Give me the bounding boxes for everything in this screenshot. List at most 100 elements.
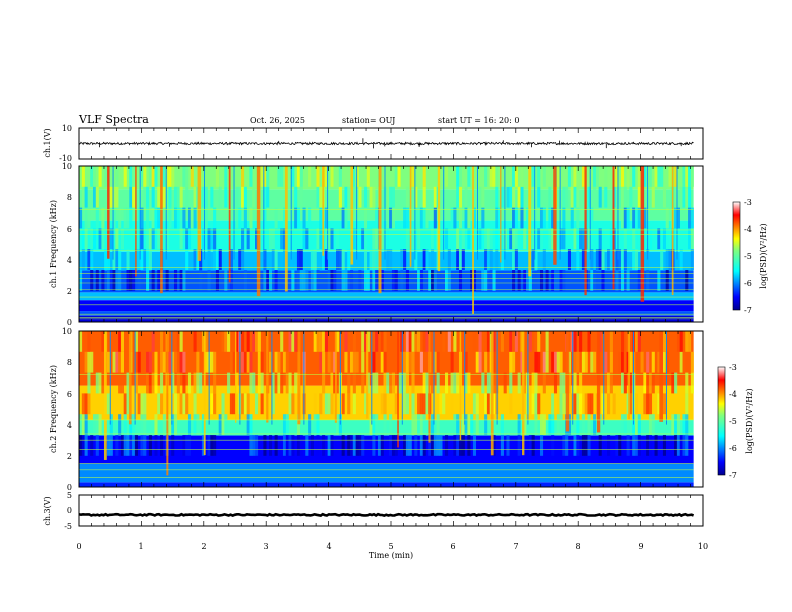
spectrogram-cell [573, 393, 577, 415]
spectrogram-cell [344, 207, 348, 229]
spectrogram-cell [126, 249, 130, 270]
xtick-9: 9 [638, 542, 643, 551]
spectrogram-cell [316, 435, 320, 456]
spectrogram-cell [268, 228, 273, 250]
spectrogram-cell [534, 351, 538, 373]
spectrogram-cell [685, 270, 689, 291]
spectrogram-cell [559, 393, 563, 415]
spectrogram-cell [623, 372, 627, 394]
spectrogram-cell [662, 186, 667, 208]
spectrogram-cell [567, 249, 572, 270]
spectrogram-cell [246, 393, 250, 415]
spectrogram-cell [676, 207, 680, 229]
spectrogram-cell [632, 166, 636, 187]
spectrogram-burst [397, 331, 399, 448]
spectrogram-cell [668, 166, 672, 187]
spectrogram-cell [489, 270, 493, 291]
spectrogram-cell [154, 372, 158, 394]
spectrogram-cell [509, 186, 513, 208]
spectrogram-burst [584, 166, 587, 296]
date-label: Oct. 26, 2025 [250, 116, 305, 125]
spectrogram-cell [118, 249, 122, 270]
ch1-colorbar-label: log(PSD)(V²/Hz) [759, 223, 768, 288]
spectrogram-cell [531, 166, 535, 187]
spectrogram-burst [235, 331, 237, 423]
spectrogram-cell [282, 414, 287, 435]
spectrogram-band [79, 311, 694, 316]
spectrogram-cell [671, 414, 675, 435]
spectrogram-cell [375, 207, 379, 229]
spectrogram-cell [433, 228, 437, 250]
spectrogram-cell [190, 166, 194, 187]
spectrogram-cell [408, 331, 412, 352]
spectrogram-cell [129, 414, 133, 435]
spectrogram-cell [157, 207, 161, 229]
spectrogram-cell [224, 166, 228, 187]
spectrogram-cell [565, 435, 569, 456]
spectrogram-cell [439, 435, 443, 456]
xtick-1: 1 [138, 542, 143, 551]
ch1-ytick-4: 4 [67, 256, 72, 265]
spectrogram-cell [112, 207, 116, 229]
spectrogram-cell [134, 372, 138, 394]
spectrogram-cell [162, 270, 166, 291]
spectrogram-cell [187, 372, 192, 394]
spectrogram-cell [478, 186, 482, 208]
spectrogram-cell [352, 331, 356, 352]
spectrogram-cell [498, 207, 502, 229]
spectrogram-cell [679, 186, 683, 208]
spectrogram-cell [492, 270, 496, 291]
spectrogram-dropout [534, 166, 536, 260]
spectrogram-cell [453, 435, 457, 456]
spectrogram-cell [288, 435, 292, 456]
spectrogram-cell [548, 414, 552, 435]
spectrogram-burst [322, 166, 325, 256]
spectrogram-cell [333, 372, 337, 394]
spectrogram-dropout [327, 166, 329, 260]
spectrogram-cell [444, 435, 449, 456]
spectrogram-cell [207, 270, 211, 291]
spectrogram-cell [255, 331, 259, 352]
spectrogram-cell [363, 249, 368, 270]
spectrogram-cell [472, 435, 477, 456]
spectrogram-cell [512, 186, 516, 208]
spectrogram-cell [120, 351, 125, 373]
spectrogram-cell [90, 249, 94, 270]
ch2-spectrogram-image [79, 331, 703, 487]
spectrogram-cell [506, 435, 510, 456]
spectrogram-cell [484, 166, 488, 187]
spectrogram-cell [112, 270, 116, 291]
spectrogram-cell [168, 186, 172, 208]
spectrogram-cell [173, 414, 178, 435]
spectrogram-cell [422, 249, 426, 270]
spectrogram-burst [107, 166, 110, 259]
spectrogram-cell [285, 414, 289, 435]
ch1-ylabel: ch.1(V) [43, 128, 52, 157]
spectrogram-cell [277, 372, 281, 394]
spectrogram-cell [453, 372, 457, 394]
spectrogram-cell [629, 351, 633, 373]
spectrogram-cell [213, 228, 217, 250]
spectrogram-cell [674, 435, 678, 456]
spectrogram-cell [249, 207, 253, 229]
spectrogram-cell [118, 372, 122, 394]
spectrogram-cell [690, 166, 694, 187]
spectrogram-cell [227, 372, 231, 394]
spectrogram-cell [450, 351, 454, 373]
spectrogram-cell [151, 331, 155, 352]
spectrogram-cell [461, 435, 465, 456]
spectrogram-cell [646, 270, 650, 291]
spectrogram-dropout [559, 166, 561, 260]
spectrogram-cell [475, 414, 479, 435]
spectrogram-cell [458, 435, 463, 456]
spectrogram-cell [394, 166, 398, 187]
spectrogram-cell [621, 270, 625, 291]
spectrogram-cell [185, 249, 189, 270]
spectrogram-cell [263, 186, 267, 208]
spectrogram-cell [545, 351, 549, 373]
spectrogram-cell [601, 270, 605, 291]
spectrogram-cell [313, 270, 317, 291]
spectrogram-cell [400, 270, 404, 291]
spectrogram-cell [685, 393, 689, 415]
spectrogram-cell [662, 351, 667, 373]
